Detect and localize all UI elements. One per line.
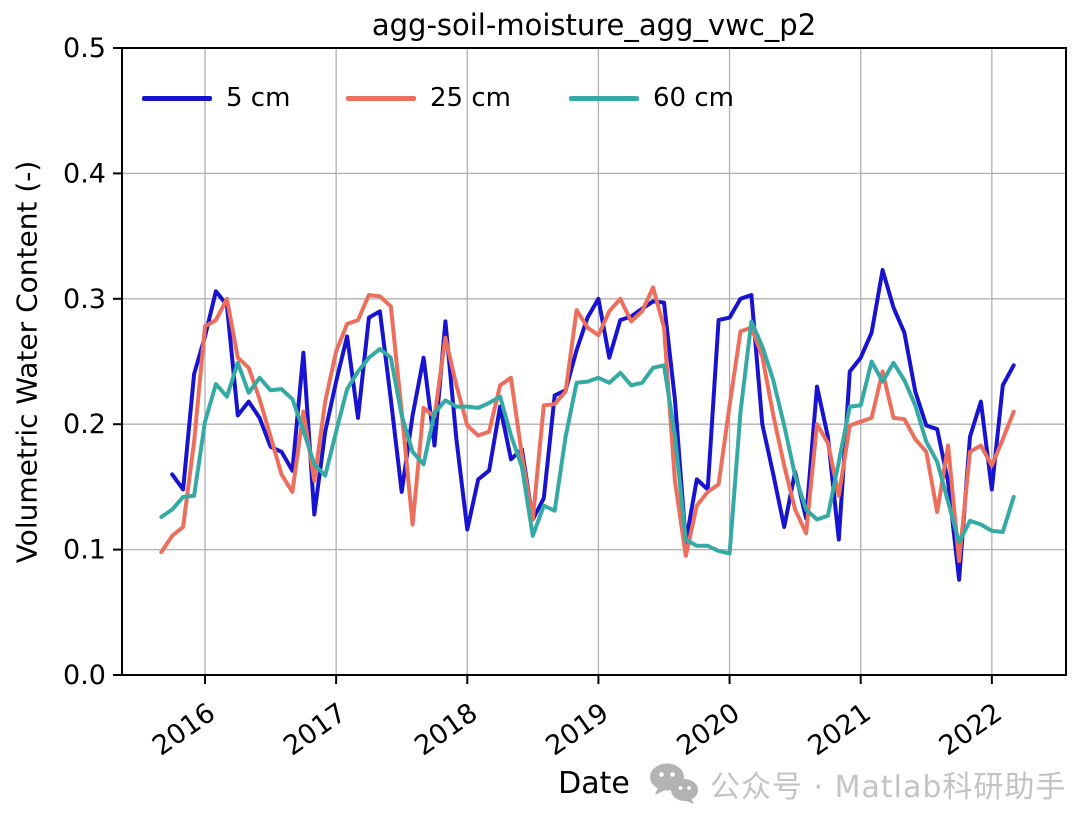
watermark: 公众号 · Matlab科研助手 (648, 762, 1066, 806)
y-axis-title: Volumetric Water Content (-) (10, 160, 44, 564)
y-tick-label: 0.0 (63, 660, 106, 691)
y-tick-label: 0.1 (63, 535, 106, 566)
x-tick-label: 2020 (672, 697, 746, 762)
x-tick-label: 2017 (278, 697, 352, 762)
legend-label: 5 cm (226, 83, 291, 113)
x-tick-label: 2016 (147, 697, 221, 762)
watermark-text: 公众号 · Matlab科研助手 (710, 770, 1067, 805)
legend-item-60cm: 60 cm (569, 83, 734, 113)
legend-item-5cm: 5 cm (142, 83, 290, 113)
y-tick-label: 0.2 (63, 409, 106, 440)
series-line-5cm (170, 268, 1016, 582)
x-tick-label: 2018 (409, 697, 483, 762)
legend-line-swatch (569, 95, 639, 101)
wechat-icon (650, 763, 698, 804)
series-line-25cm (159, 285, 1016, 563)
legend-label: 25 cm (430, 83, 511, 113)
legend-line-swatch (346, 95, 416, 101)
series-line-60cm (159, 319, 1016, 556)
x-tick-label: 2019 (540, 697, 614, 762)
axes-spines (121, 47, 1067, 676)
legend-line-swatch (142, 95, 212, 101)
y-tick-label: 0.4 (63, 158, 106, 189)
legend-item-25cm: 25 cm (346, 83, 511, 113)
x-tick-label: 2021 (803, 697, 877, 762)
x-axis-title: Date (558, 766, 630, 801)
y-tick-label: 0.3 (63, 284, 106, 315)
y-tick-label: 0.5 (63, 33, 106, 64)
legend-label: 60 cm (653, 83, 734, 113)
chart-title: agg-soil-moisture_agg_vwc_p2 (371, 8, 817, 42)
x-tick-label: 2022 (934, 697, 1008, 762)
